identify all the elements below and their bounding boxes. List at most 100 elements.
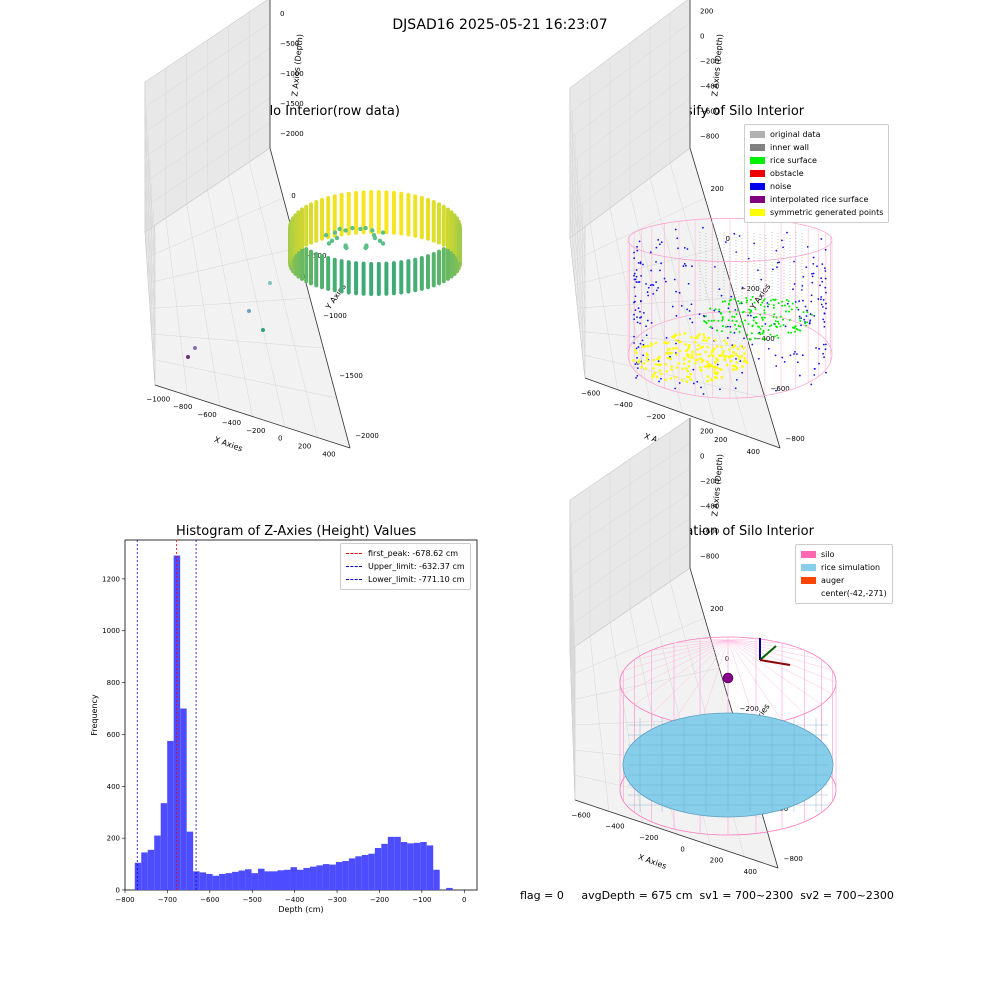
symmetric-point: [740, 344, 743, 348]
raw-point: [358, 226, 363, 232]
rice-surface-point: [759, 313, 762, 316]
symmetric-point: [646, 353, 649, 357]
noise-point: [824, 270, 827, 272]
rice-surface-point: [752, 319, 755, 322]
symmetric-point: [687, 353, 690, 357]
rice-surface-point: [772, 304, 775, 307]
rice-surface-point: [802, 311, 805, 314]
histogram-bar: [283, 869, 291, 890]
noise-point: [820, 298, 822, 301]
legend-entry: noise: [750, 180, 883, 193]
noise-point: [633, 278, 636, 281]
symmetric-point: [725, 342, 729, 345]
noise-point: [801, 285, 804, 287]
y-tick-label: 400: [107, 783, 120, 791]
symmetric-point: [742, 360, 746, 363]
noise-point: [784, 325, 787, 328]
noise-point: [793, 350, 796, 353]
symmetric-point: [677, 362, 680, 365]
x-tick-label: −600: [197, 411, 216, 419]
legend-label: interpolated rice surface: [770, 195, 869, 204]
noise-point: [789, 354, 792, 357]
x-axis-line: [574, 799, 779, 869]
histogram-bar: [361, 855, 369, 890]
rice-surface-point: [745, 301, 748, 304]
y-tick-label: 600: [107, 731, 120, 739]
x-axis-label: X Axies: [213, 435, 244, 454]
noise-point: [687, 282, 690, 285]
noise-point: [635, 269, 638, 271]
histogram-bar: [206, 873, 213, 890]
x-tick-label: −500: [243, 896, 262, 904]
noise-point: [718, 310, 721, 313]
noise-point: [813, 374, 816, 376]
noise-point: [652, 292, 655, 295]
noise-point: [805, 266, 808, 269]
rice-surface-point: [757, 325, 760, 328]
symmetric-point: [666, 356, 670, 360]
noise-point: [700, 386, 702, 389]
x-axis-label: X Axies: [637, 852, 668, 871]
rice-surface-point: [738, 330, 741, 333]
noise-point: [655, 289, 658, 292]
y-tick-label: 0: [726, 235, 730, 243]
noise-point: [647, 294, 650, 297]
symmetric-point: [696, 348, 699, 351]
noise-point: [776, 266, 778, 269]
z-tick-label: −400: [700, 83, 719, 91]
rice-surface-point: [721, 319, 724, 322]
symmetric-point: [728, 348, 731, 351]
noise-point: [733, 331, 736, 334]
rice-surface-point: [787, 300, 790, 303]
rice-surface-point: [721, 300, 724, 303]
symmetric-point: [696, 358, 699, 362]
rice-surface-point: [783, 304, 786, 307]
y-tick-label: 0: [116, 887, 120, 895]
x-tick-label: −700: [158, 896, 177, 904]
symmetric-point: [703, 365, 707, 368]
noise-point: [639, 322, 641, 325]
rice-surface-point: [764, 338, 767, 341]
rice-surface-point: [720, 330, 723, 333]
noise-point: [636, 374, 639, 377]
noise-point: [640, 274, 642, 277]
symmetric-point: [666, 341, 670, 345]
symmetric-point: [688, 375, 691, 379]
symmetric-point: [654, 341, 658, 345]
y-axis-line: [269, 147, 351, 449]
rice-surface-point: [740, 301, 743, 304]
symmetric-point: [664, 362, 668, 366]
noise-point: [775, 249, 778, 252]
noise-point: [824, 286, 827, 289]
rice-surface-point: [773, 335, 776, 338]
x-tick-label: −200: [646, 413, 665, 421]
symmetric-point: [656, 357, 659, 361]
noise-point: [821, 263, 824, 265]
symmetric-point: [644, 367, 648, 371]
symmetric-point: [697, 344, 700, 347]
noise-point: [802, 299, 804, 302]
noise-point: [673, 278, 676, 281]
rice-surface-point: [788, 318, 791, 321]
noise-point: [711, 327, 714, 330]
noise-point: [636, 245, 638, 248]
legend-label: symmetric generated points: [770, 208, 884, 217]
symmetric-point: [735, 361, 739, 364]
noise-point: [747, 314, 749, 317]
rice-surface-point: [723, 300, 726, 303]
rice-surface-point: [788, 310, 791, 313]
histogram-bar: [309, 866, 317, 890]
silo-roof-wire: [700, 638, 729, 641]
legend-entry: inner wall: [750, 141, 883, 154]
symmetric-point: [657, 363, 660, 367]
rice-surface-point: [731, 319, 734, 322]
symmetric-point: [682, 356, 686, 360]
noise-point: [825, 302, 827, 305]
rice-surface-point: [747, 323, 750, 326]
x-tick-label: −200: [370, 896, 389, 904]
symmetric-point: [734, 352, 738, 356]
noise-point: [735, 378, 738, 381]
noise-point: [733, 232, 736, 235]
rice-surface-point: [767, 328, 770, 331]
